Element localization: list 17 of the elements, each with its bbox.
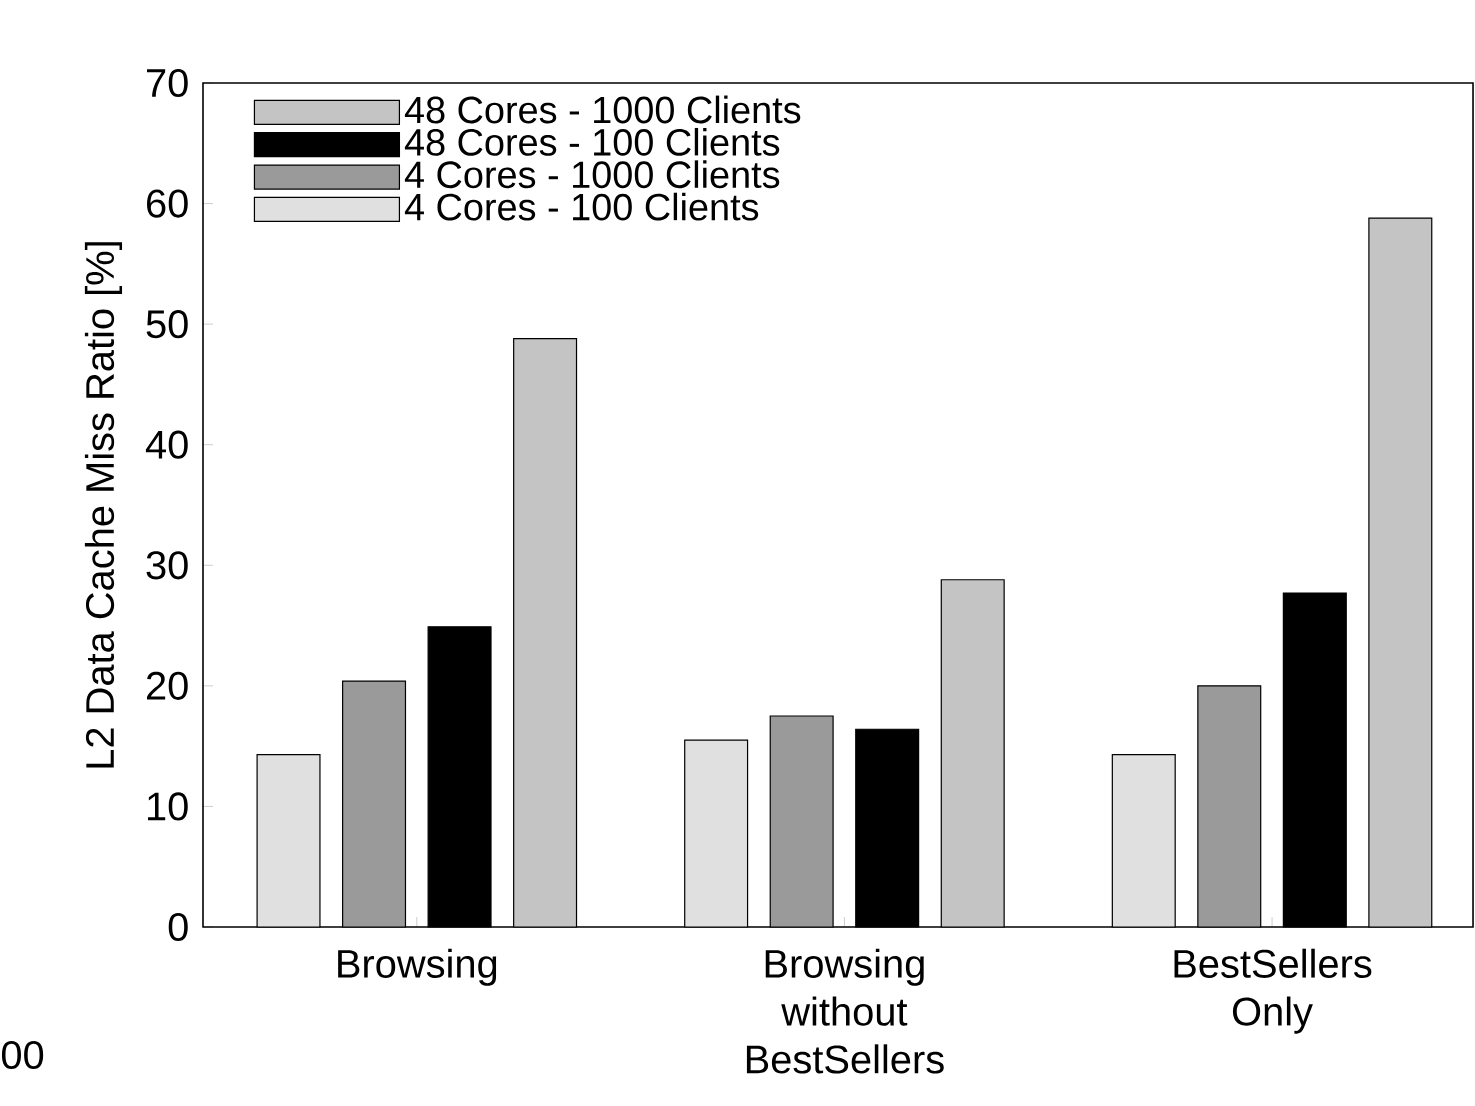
y-tick-label: 40	[145, 430, 188, 459]
x-tick-label: BestSellers Only	[1174, 948, 1372, 1034]
y-tick-label: 20	[146, 671, 188, 700]
text: 00	[1, 1040, 44, 1070]
y-tick-label: 50	[146, 310, 188, 339]
y-axis-title: L2 Data Cache Miss Ratio [%]	[84, 242, 123, 768]
y-tick-label: 0	[168, 912, 188, 942]
y-tick-label: 60	[147, 189, 188, 218]
legend-label: 4 Cores - 100 Clients	[404, 192, 759, 221]
y-tick-label: 70	[147, 68, 188, 98]
legend-label: 48 Cores - 100 Clients	[404, 127, 780, 156]
x-tick-label: Browsing	[338, 948, 497, 986]
legend-label: 48 Cores - 1000 Clients	[404, 95, 801, 124]
y-tick-label: 30	[146, 551, 188, 580]
x-tick-label: Browsing without BestSellers	[746, 948, 944, 1074]
legend-label: 4 Cores - 1000 Clients	[404, 160, 780, 189]
y-tick-label: 10	[148, 792, 188, 821]
